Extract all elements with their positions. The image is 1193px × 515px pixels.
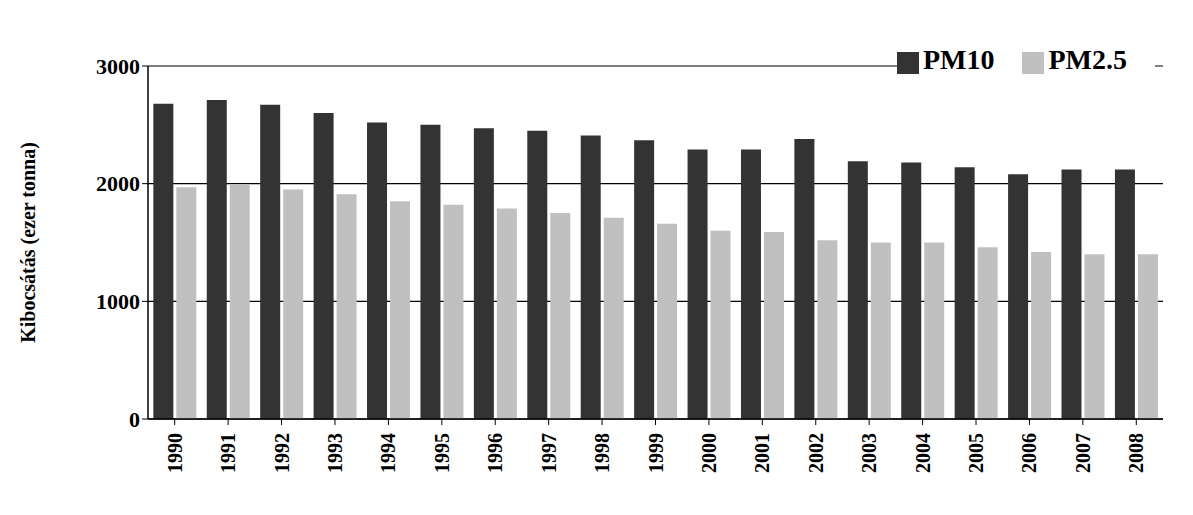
svg-text:1996: 1996 (484, 433, 506, 473)
svg-text:2001: 2001 (751, 433, 773, 473)
svg-text:Kibocsátás (ezer tonna): Kibocsátás (ezer tonna) (17, 142, 40, 343)
svg-text:1993: 1993 (324, 433, 346, 473)
svg-text:0: 0 (129, 407, 140, 432)
svg-text:1990: 1990 (164, 433, 186, 473)
svg-text:1999: 1999 (645, 433, 667, 473)
svg-text:1994: 1994 (377, 433, 399, 473)
svg-text:2005: 2005 (965, 433, 987, 473)
svg-text:3000: 3000 (96, 54, 140, 79)
svg-text:2007: 2007 (1072, 433, 1094, 473)
svg-text:1998: 1998 (591, 433, 613, 473)
svg-text:1000: 1000 (96, 289, 140, 314)
html-text:PM2.5: PM2.5 (1048, 44, 1127, 75)
svg-text:1992: 1992 (271, 433, 293, 473)
svg-text:2004: 2004 (912, 433, 934, 473)
html-text:PM10: PM10 (922, 44, 995, 75)
svg-text:2003: 2003 (858, 433, 880, 473)
svg-text:2006: 2006 (1018, 433, 1040, 473)
svg-text:2000: 2000 (698, 433, 720, 473)
svg-text:1995: 1995 (431, 433, 453, 473)
svg-text:2008: 2008 (1125, 433, 1147, 473)
svg-text:2000: 2000 (96, 171, 140, 196)
svg-text:2002: 2002 (805, 433, 827, 473)
svg-text:1991: 1991 (217, 433, 239, 473)
svg-text:1997: 1997 (538, 433, 560, 473)
